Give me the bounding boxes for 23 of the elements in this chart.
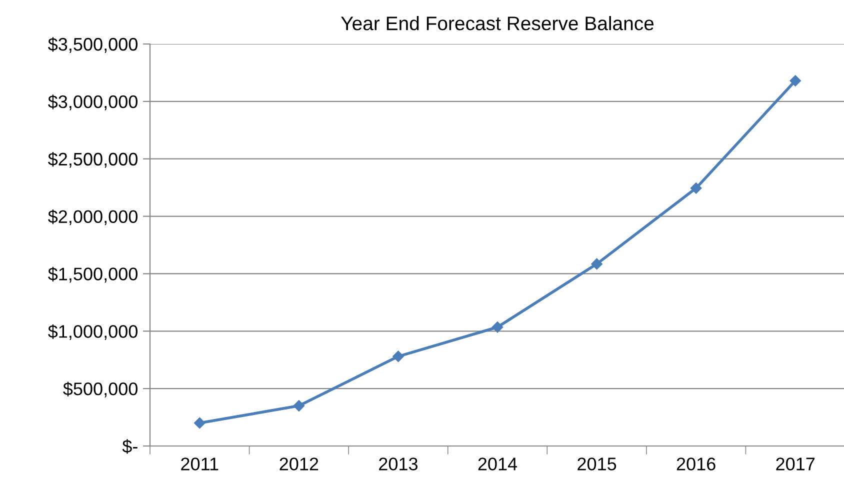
y-tick-label: $2,500,000 [48,152,138,168]
y-tick-label: $- [122,439,138,454]
point [591,258,602,270]
point [293,400,305,412]
x-tick-label: 2012 [280,458,318,470]
point [492,322,504,333]
x-tick-label: 2016 [676,458,716,470]
x-tick-label: 2013 [379,458,418,470]
point [392,350,404,362]
y-tick-label: $2,000,000 [48,209,138,226]
x-tick-label: 2015 [578,458,616,470]
y-tick-label: $1,000,000 [48,324,138,340]
y-tick-label: $3,500,000 [48,37,138,53]
x-tick-label: 2014 [478,458,518,470]
chart-title: Year End Forecast Reserve Balance [341,16,654,30]
point [690,182,702,194]
y-tick-label: $3,000,000 [48,94,138,110]
x-tick-label: 2011 [181,458,218,470]
x-tick-label: 2017 [776,458,815,470]
point [194,417,206,429]
y-tick-label: $1,500,000 [48,266,138,283]
point [790,75,801,86]
y-tick-label: $500,000 [63,382,138,398]
